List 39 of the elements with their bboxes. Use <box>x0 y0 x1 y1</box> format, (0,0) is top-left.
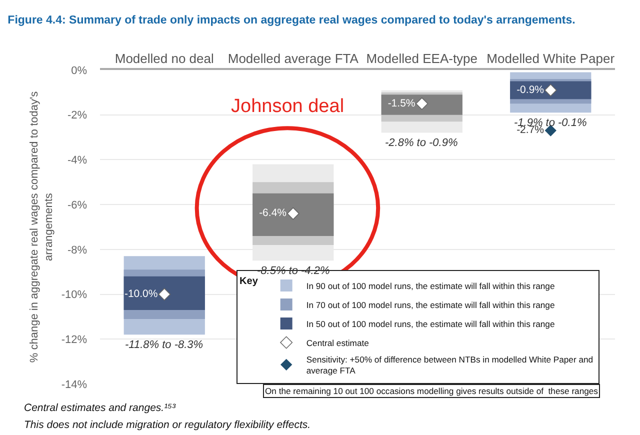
legend-label: Central estimate <box>306 338 370 348</box>
x-tick-label: Modelled average FTA <box>228 50 359 66</box>
y-tick-label: -2% <box>67 110 88 122</box>
y-tick-label: -12% <box>61 334 88 346</box>
bar <box>381 94 462 115</box>
y-tick-label: -14% <box>61 378 88 391</box>
chart-title: Figure 4.4: Summary of trade only impacts on aggregate real wages compared to today's arrangements. <box>8 14 576 27</box>
bar <box>252 193 334 236</box>
legend-label: Sensitivity: +50% of difference between NTBs in modelled White Paper and average FTA <box>306 354 594 376</box>
y-axis-title: % change in aggregate real wages compared to today's arrangements <box>28 90 55 363</box>
annotation: -11.8% to -8.3% <box>125 339 204 351</box>
data-label: -2.7% <box>516 124 544 136</box>
bar <box>510 81 592 100</box>
data-label: -1.5% <box>388 97 416 110</box>
annotation: -2.8% to -0.9% <box>385 137 458 149</box>
text: On the remaining 10 out 100 occasions modelling gives results outside of these ranges <box>265 386 598 396</box>
point <box>416 97 428 110</box>
data-label: -0.9% <box>516 84 544 96</box>
y-tick-label: -6% <box>67 199 88 212</box>
text: This does not include migration or regulatory flexibility effects. <box>24 419 311 431</box>
legend-label: In 90 out of 100 model runs, the estimate will fall within this range <box>306 280 555 291</box>
x-tick-label: Modelled no deal <box>114 50 214 66</box>
annotation: Johnson deal <box>231 96 344 117</box>
y-tick-label: -4% <box>67 154 88 167</box>
point <box>286 207 300 220</box>
data-label: -10.0% <box>124 288 158 300</box>
text: Central estimates and ranges.¹⁵³ <box>24 402 176 414</box>
y-tick-label: -8% <box>67 244 88 256</box>
point <box>544 84 557 96</box>
y-tick-label: -10% <box>61 289 88 302</box>
data-label: -6.4% <box>259 207 287 220</box>
legend-label: In 70 out of 100 model runs, the estimate will fall within this range <box>306 300 555 310</box>
x-tick-label: Modelled White Paper <box>486 50 616 66</box>
y-tick-label: 0% <box>71 64 88 77</box>
legend-label: In 50 out of 100 model runs, the estimate will fall within this range <box>306 318 555 329</box>
x-tick-label: Modelled EEA-type <box>366 50 478 66</box>
legend-title: Key <box>240 276 258 287</box>
point <box>158 288 171 301</box>
bar <box>124 276 205 310</box>
